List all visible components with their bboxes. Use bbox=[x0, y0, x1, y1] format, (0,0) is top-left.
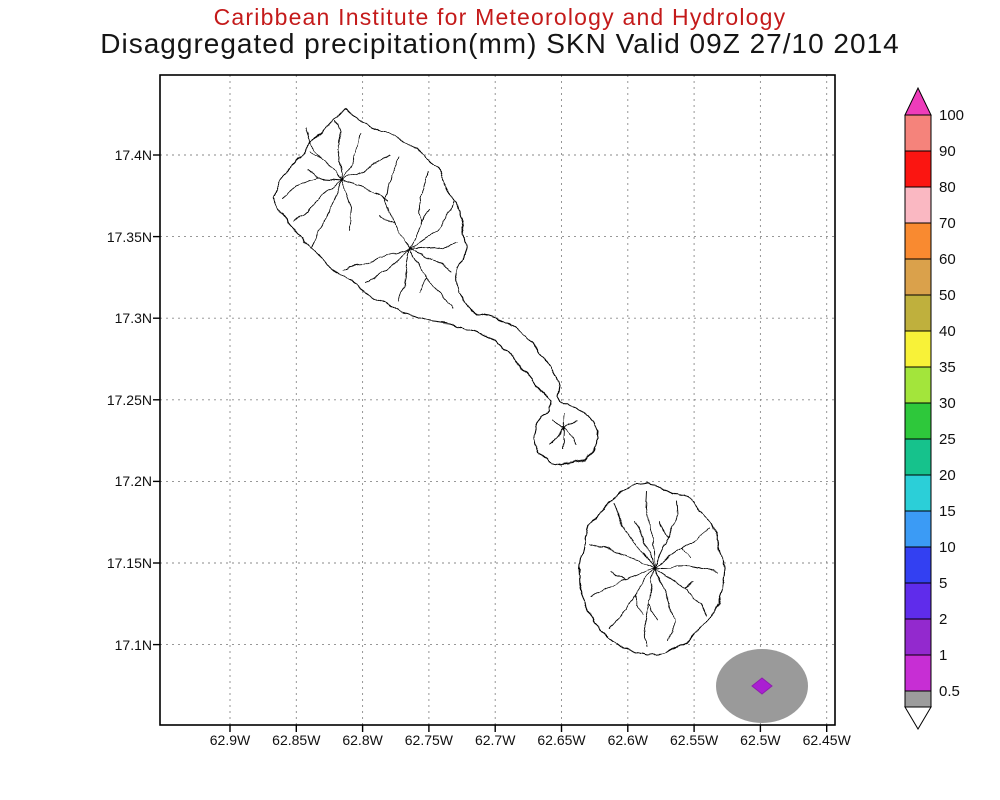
colorbar-label: 70 bbox=[939, 215, 956, 232]
islands-coastlines bbox=[271, 111, 726, 656]
colorbar-label: 60 bbox=[939, 251, 956, 268]
colorbar-label: 80 bbox=[939, 179, 956, 196]
y-tick-label: 17.35N bbox=[106, 228, 152, 245]
colorbar-segment bbox=[904, 546, 932, 584]
x-tick-label: 62.75W bbox=[404, 732, 454, 748]
y-tick-label: 17.15N bbox=[106, 555, 152, 571]
colorbar-label: 90 bbox=[939, 143, 956, 160]
colorbar-label: 2 bbox=[939, 611, 947, 628]
colorbar-label: 10 bbox=[939, 539, 956, 556]
colorbar-label: 20 bbox=[939, 467, 956, 484]
colorbar-label: 5 bbox=[939, 575, 947, 592]
colorbar-segment bbox=[904, 222, 932, 260]
x-tick-label: 62.7W bbox=[474, 732, 516, 748]
plot-title: Disaggregated precipitation(mm) SKN Vali… bbox=[100, 28, 900, 59]
y-tick-label: 17.4N bbox=[114, 147, 152, 163]
colorbar-label: 25 bbox=[939, 431, 956, 448]
colorbar-segment bbox=[904, 510, 932, 548]
colorbar-segment bbox=[904, 402, 932, 440]
x-tick-label: 62.5W bbox=[740, 732, 781, 748]
stream-network bbox=[282, 119, 718, 647]
colorbar-label: 50 bbox=[939, 287, 956, 304]
axis-ticks bbox=[153, 154, 828, 732]
colorbar-segment bbox=[904, 258, 932, 296]
colorbar-segment bbox=[904, 186, 932, 224]
colorbar-label: 0.5 bbox=[939, 683, 960, 700]
colorbar-segment bbox=[904, 582, 932, 620]
colorbar-label: 100 bbox=[939, 107, 964, 124]
colorbar-arrow-top bbox=[904, 86, 932, 116]
x-tick-label: 62.8W bbox=[342, 732, 383, 748]
colorbar-label: 40 bbox=[939, 323, 956, 340]
colorbar-segment bbox=[904, 114, 932, 152]
nevis-island bbox=[578, 483, 726, 656]
colorbar-segment bbox=[904, 294, 932, 332]
colorbar-label: 35 bbox=[939, 359, 956, 376]
colorbar-segment bbox=[904, 366, 932, 404]
x-tick-label: 62.85W bbox=[272, 732, 321, 748]
colorbar-segment bbox=[904, 654, 932, 692]
colorbar-arrow-bottom bbox=[904, 706, 932, 730]
colorbar-segment bbox=[904, 150, 932, 188]
precip-core-diamond bbox=[751, 677, 773, 695]
colorbar-below-min-segment bbox=[904, 690, 932, 708]
x-tick-label: 62.9W bbox=[209, 732, 251, 748]
colorbar-label: 30 bbox=[939, 395, 956, 412]
x-tick-label: 62.65W bbox=[537, 732, 586, 748]
x-tick-label: 62.55W bbox=[669, 732, 719, 748]
y-tick-label: 17.3N bbox=[114, 310, 152, 327]
y-tick-label: 17.1N bbox=[114, 636, 152, 653]
x-tick-label: 62.45W bbox=[802, 732, 851, 748]
precip-feature bbox=[716, 649, 808, 723]
institute-title: Caribbean Institute for Meteorology and … bbox=[213, 4, 787, 30]
colorbar-segment bbox=[904, 474, 932, 512]
colorbar-segment bbox=[904, 618, 932, 656]
grid-lines bbox=[160, 75, 835, 725]
colorbar-segment bbox=[904, 330, 932, 368]
colorbar: 100 90 80 70 60 50 40 35 30 25 20 15 10 5 2 1 0.5 bbox=[904, 86, 964, 730]
y-tick-label: 17.25N bbox=[106, 391, 152, 408]
y-tick-label: 17.2N bbox=[114, 473, 152, 490]
colorbar-label: 1 bbox=[939, 647, 947, 664]
colorbar-label: 15 bbox=[939, 503, 956, 520]
colorbar-segment bbox=[904, 438, 932, 476]
x-tick-label: 62.6W bbox=[607, 732, 649, 748]
